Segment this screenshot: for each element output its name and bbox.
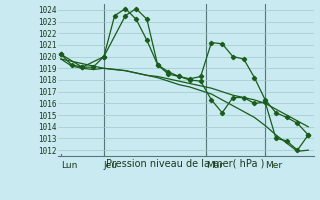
X-axis label: Pression niveau de la mer( hPa ): Pression niveau de la mer( hPa ) (107, 159, 265, 169)
Text: Jeu: Jeu (104, 161, 118, 170)
Text: Lun: Lun (61, 161, 77, 170)
Text: Mar: Mar (206, 161, 223, 170)
Text: Mer: Mer (265, 161, 282, 170)
